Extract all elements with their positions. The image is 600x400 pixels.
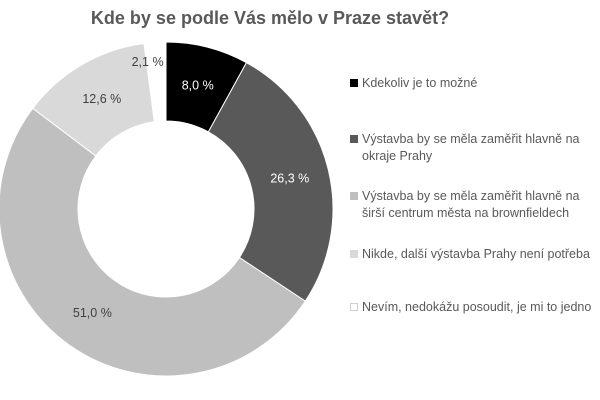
- legend-swatch: [350, 79, 358, 87]
- data-label: 2,1 %: [132, 55, 164, 69]
- legend-label-line: širší centrum města na brownfieldech: [362, 206, 570, 220]
- legend-label: Výstavba by se měla zaměřit hlavně na šir…: [362, 188, 579, 222]
- legend-label-line: Nikde, další výstavba Prahy není potřeba: [362, 247, 590, 261]
- legend-label: Výstavba by se měla zaměřit hlavně na okr…: [362, 131, 579, 165]
- legend-swatch: [350, 250, 358, 258]
- legend-label: Nikde, další výstavba Prahy není potřeba: [362, 246, 590, 263]
- legend-label: Nevím, nedokážu posoudit, je mi to jedno: [362, 299, 591, 316]
- legend-label-line: Výstavba by se měla zaměřit hlavně na: [362, 189, 580, 203]
- donut-slice: [207, 61, 334, 302]
- data-label: 12,6 %: [82, 92, 121, 106]
- legend-label-line: Výstavba by se měla zaměřit hlavně na: [362, 132, 580, 146]
- data-label: 51,0 %: [73, 306, 112, 320]
- legend-label: Kdekoliv je to možné: [362, 75, 477, 92]
- data-label: 26,3 %: [270, 171, 309, 185]
- chart-title: Kde by se podle Vás mělo v Praze stavět?: [90, 8, 450, 28]
- legend-swatch: [350, 303, 358, 311]
- legend-swatch: [350, 192, 358, 200]
- donut-slice: [0, 107, 306, 377]
- legend-label-line: Nevím, nedokážu posoudit, je mi to jedno: [362, 300, 592, 314]
- legend-label-line: Kdekoliv je to možné: [362, 76, 478, 90]
- legend-swatch: [350, 135, 358, 143]
- donut-slice: [143, 41, 167, 123]
- data-label: 8,0 %: [182, 79, 214, 93]
- legend-label-line: okraje Prahy: [362, 149, 433, 163]
